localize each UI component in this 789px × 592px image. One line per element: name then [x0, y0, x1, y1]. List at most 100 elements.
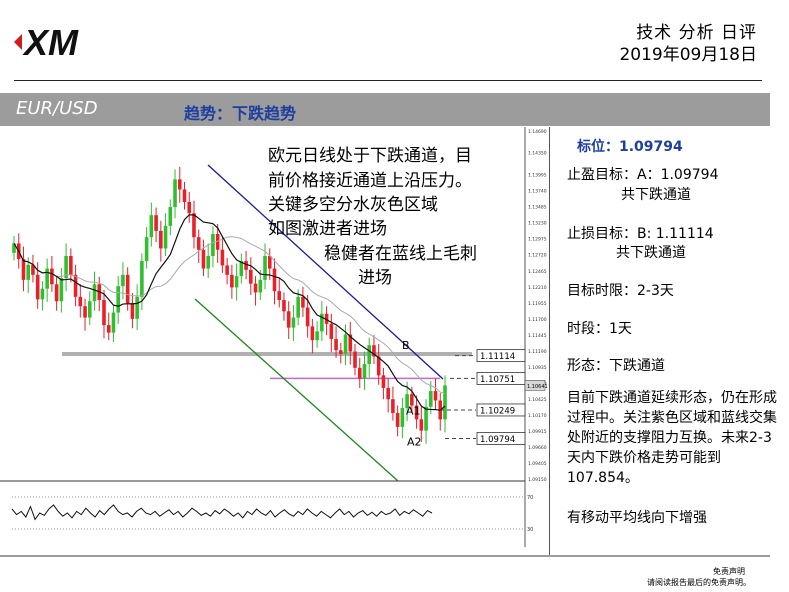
rsi-line [11, 504, 433, 521]
y-tick-label: 1.14690 [528, 129, 547, 135]
level-box [476, 432, 526, 445]
candle-body [357, 367, 362, 379]
panel-divider [549, 127, 550, 555]
disclaimer-text: 请阅读报告最后的免责声明。 [647, 578, 751, 587]
candle-body [140, 261, 144, 297]
candle-body [395, 413, 400, 427]
report-title: 技术 分析 日评 [636, 23, 757, 43]
candle-body [410, 394, 414, 406]
candle-body [239, 261, 244, 277]
pattern: 形态：下跌通道 [567, 358, 665, 374]
candle-body [159, 230, 163, 249]
candle-body [54, 284, 59, 302]
annotation-line-5: 稳健者在蓝线上毛刺 [324, 244, 477, 264]
y-tick-label: 1.13230 [528, 221, 547, 227]
candle-body [329, 323, 334, 339]
analysis-description: 目前下跌通道延续形态，仍在形成过程中。关注紫色区域和蓝线交集处附近的支撑阻力互换… [567, 390, 777, 486]
candle-body [192, 213, 196, 238]
y-tick-label: 1.09150 [528, 477, 547, 483]
candle-body [177, 179, 182, 190]
annotation-line-4: 如图激进者进场 [268, 219, 387, 239]
candle-body [320, 313, 324, 332]
candle-body [282, 299, 286, 312]
y-tick-label: 1.10935 [528, 365, 547, 371]
channel-lower-line [194, 298, 399, 482]
candle-body [64, 256, 68, 278]
report-date: 2019年09月18日 [619, 45, 757, 65]
candle-body [258, 279, 263, 293]
candle-body [324, 313, 329, 324]
candle-body [106, 325, 111, 333]
candle-body [92, 284, 97, 302]
candle-body [220, 249, 225, 266]
candle-body [116, 286, 120, 313]
candle-body [301, 296, 305, 308]
xm-logo: XM [14, 22, 79, 62]
svg-text:XM: XM [22, 22, 79, 62]
candle-body [125, 274, 130, 304]
candle-body [130, 303, 135, 319]
y-tick-label: 1.13740 [528, 189, 547, 195]
candle-body [286, 311, 291, 328]
level-box [476, 349, 526, 363]
level-label: 1.10751 [480, 375, 515, 385]
rsi-tick-label: 70 [527, 495, 533, 501]
candle-body [381, 375, 386, 388]
current-price-label: 1.10641 [527, 384, 548, 390]
level-marker-label: A2 [407, 435, 422, 448]
candle-body [206, 256, 210, 269]
header-divider [14, 80, 762, 81]
moving-average-fast [13, 214, 446, 411]
candle-body [267, 256, 272, 269]
candle-body [201, 249, 206, 269]
y-tick-label: 1.12975 [528, 237, 547, 243]
annotation-line-2: 前价格接近通道上沿压力。 [268, 171, 472, 191]
candle-body [315, 331, 319, 341]
candle-body [353, 351, 357, 368]
candle-body [348, 334, 353, 352]
candle-body [168, 207, 173, 226]
candle-body [249, 269, 253, 284]
candle-body [83, 306, 87, 318]
candle-body [12, 243, 16, 253]
candle-body [362, 364, 367, 379]
level-box [476, 372, 526, 385]
candle-body [230, 274, 234, 288]
y-tick-label: 1.11190 [528, 349, 547, 355]
candle-body [372, 345, 376, 357]
y-tick-label: 1.13485 [528, 205, 547, 211]
y-tick-label: 1.12720 [528, 253, 547, 259]
analysis-note: 有移动平均线向下增强 [567, 510, 707, 526]
level-label: 1.09794 [480, 435, 515, 445]
candle-body [211, 234, 215, 257]
candle-body [443, 385, 447, 420]
candle-body [78, 296, 83, 307]
candle-body [121, 274, 125, 287]
candle-body [111, 312, 116, 333]
y-tick-label: 1.09915 [528, 429, 547, 435]
candle-body [386, 387, 390, 400]
candle-body [215, 234, 220, 250]
candle-body [225, 265, 229, 275]
annotation-line-3: 关键多空分水灰色区域 [268, 195, 438, 215]
section-banner [0, 93, 770, 126]
candle-body [419, 419, 424, 431]
candle-body [376, 356, 381, 376]
candle-body [339, 350, 343, 354]
price-chart: 1.14690 1.14350 1.13995 1.13740 1.13485 1.132… [0, 127, 548, 547]
y-tick-label: 1.10425 [528, 397, 547, 403]
level-marker-label: B [402, 339, 410, 352]
take-profit: 止盈目标：A：1.09794 [567, 167, 719, 183]
candle-body [163, 225, 168, 249]
candle-body [135, 296, 139, 319]
candle-body [291, 317, 296, 328]
level-marker-label: A1 [406, 405, 421, 418]
candle-body [73, 274, 78, 297]
y-tick-label: 1.11955 [528, 301, 547, 307]
target-level: 标位：1.09794 [577, 139, 683, 155]
candle-body [272, 268, 277, 292]
candle-body [405, 394, 409, 409]
disclaimer-title: 免责声明 [713, 567, 745, 576]
stop-loss-note: 共下跌通道 [616, 245, 686, 261]
candle-body [173, 179, 177, 208]
